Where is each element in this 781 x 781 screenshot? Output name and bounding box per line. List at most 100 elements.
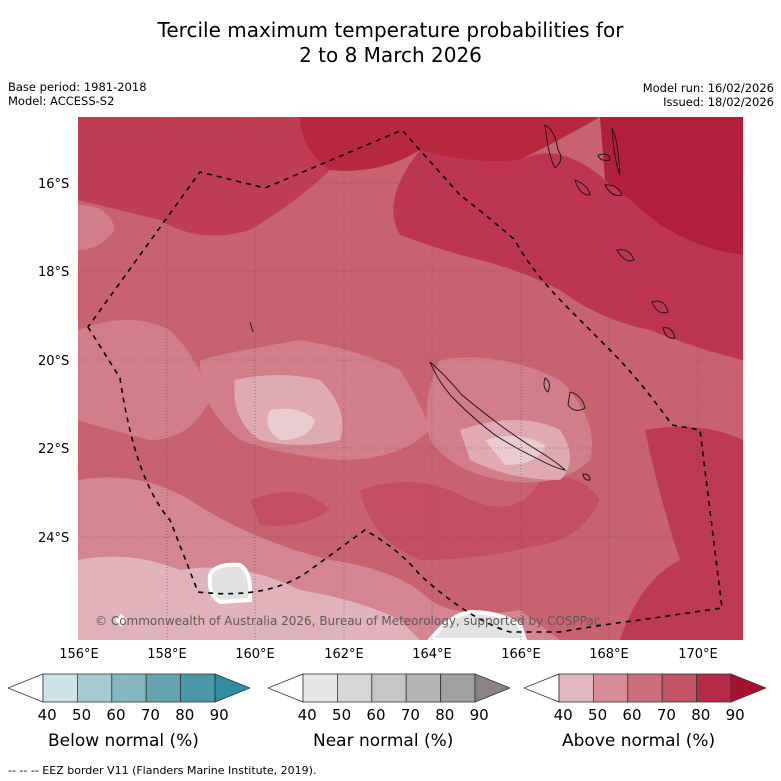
shade-40-center (267, 408, 315, 440)
cb-tick: 90 (469, 706, 489, 724)
meta-left: Base period: 1981-2018 Model: ACCESS-S2 (8, 80, 147, 108)
latitude-axis: 16°S 18°S 20°S 22°S 24°S (38, 177, 69, 546)
lat-label: 18°S (38, 265, 69, 280)
longitude-axis: 156°E 158°E 160°E 162°E 164°E 166°E 168°… (59, 647, 718, 662)
cb-tick: 80 (175, 706, 195, 724)
lon-label: 162°E (324, 647, 364, 662)
cb-tick: 60 (366, 706, 386, 724)
cb0-seg (214, 673, 250, 703)
lon-label: 170°E (678, 647, 718, 662)
white-marker (115, 614, 127, 627)
shade-60-w (78, 320, 210, 440)
cb-tick: 50 (72, 706, 92, 724)
cb0-seg (42, 673, 78, 703)
cb-tick: 40 (37, 706, 57, 724)
lat-label: 24°S (38, 531, 69, 546)
new-caledonia-coast (429, 361, 567, 471)
lon-label: 158°E (147, 647, 187, 662)
lon-label: 168°E (589, 647, 629, 662)
lon-label: 160°E (235, 647, 275, 662)
colorbar-above-normal (524, 670, 766, 706)
probability-field (78, 117, 743, 640)
shade-60-far-w (78, 205, 115, 250)
cb0-seg (180, 673, 216, 703)
colorbar-above-svg (524, 673, 766, 703)
lat-label: 16°S (38, 177, 69, 192)
loyalty-island-1 (543, 377, 550, 393)
cb0-seg (145, 673, 181, 703)
colorbar-below-title: Below normal (%) (48, 731, 199, 751)
cb-tick: 80 (691, 706, 711, 724)
reef-mark (249, 321, 254, 333)
cb-tick: 50 (332, 706, 352, 724)
copyright-credit: © Commonwealth of Australia 2026, Bureau… (95, 614, 601, 628)
cb-tick: 50 (588, 706, 608, 724)
colorbar-near-title: Near normal (%) (313, 731, 454, 751)
eez-legend-note: -- -- -- EEZ border V11 (Flanders Marine… (8, 764, 317, 777)
cb1-seg (337, 673, 373, 703)
cb2-seg (627, 673, 663, 703)
vanuatu-epi (604, 184, 623, 196)
vanuatu-tanna (662, 327, 676, 339)
vanuatu-malakula (574, 179, 591, 196)
cb2-seg (661, 673, 697, 703)
cb-tick: 40 (297, 706, 317, 724)
model-name: Model: ACCESS-S2 (8, 94, 115, 108)
cb-tick: 80 (435, 706, 455, 724)
colorbar-above-ticks: 40 50 60 70 80 90 (546, 706, 752, 724)
cb2-seg (593, 673, 629, 703)
issued-date: Issued: 18/02/2026 (663, 95, 774, 109)
shade-high-ne (600, 117, 743, 255)
shade-70-s (360, 477, 600, 560)
cb1-seg (474, 673, 510, 703)
chart-title: Tercile maximum temperature probabilitie… (0, 18, 781, 68)
model-run: Model run: 16/02/2026 (642, 81, 774, 95)
isle-of-pines-coast (582, 473, 591, 481)
vanuatu-efate (616, 249, 635, 262)
cb2-seg (696, 673, 732, 703)
coastlines (249, 124, 676, 481)
vanuatu-island-1 (597, 153, 611, 161)
vanuatu-espiritu-santo (544, 124, 562, 169)
cb-tick: 70 (140, 706, 160, 724)
cb-tick: 60 (622, 706, 642, 724)
colorbar-below-ticks: 40 50 60 70 80 90 (30, 706, 236, 724)
meta-right: Model run: 16/02/2026 Issued: 18/02/2026 (643, 81, 774, 109)
cb1-seg (302, 673, 338, 703)
shade-70-se (620, 426, 743, 640)
colorbar-near-normal (268, 670, 510, 706)
colorbar-below-svg (8, 673, 250, 703)
cb-tick: 70 (400, 706, 420, 724)
vanuatu-pentecost (611, 127, 621, 176)
lon-label: 164°E (412, 647, 452, 662)
loyalty-island-2 (567, 391, 586, 411)
cb0-seg (111, 673, 147, 703)
shade-70-sw (250, 492, 330, 526)
shade-70-ne (393, 150, 743, 360)
cb1-seg (371, 673, 407, 703)
lat-label: 20°S (38, 354, 69, 369)
lat-label: 22°S (38, 442, 69, 457)
base-period: Base period: 1981-2018 (8, 80, 147, 94)
cb-tick: 60 (106, 706, 126, 724)
vanuatu-erromango (651, 300, 669, 314)
lon-label: 156°E (59, 647, 99, 662)
colorbar-near-ticks: 40 50 60 70 80 90 (290, 706, 496, 724)
colorbar-above-title: Above normal (%) (562, 731, 716, 751)
shade-40-east (485, 436, 545, 465)
cb0-seg (77, 673, 113, 703)
colorbar-below-normal (8, 670, 250, 706)
cb2-seg (558, 673, 594, 703)
eez-border (87, 129, 723, 633)
cb1-seg (440, 673, 476, 703)
cb1-seg (268, 673, 304, 703)
title-line-1: Tercile maximum temperature probabilitie… (157, 18, 624, 42)
title-line-2: 2 to 8 March 2026 (299, 43, 482, 67)
cb-tick: 90 (725, 706, 745, 724)
cb2-seg (524, 673, 560, 703)
cb1-seg (405, 673, 441, 703)
gridlines (78, 117, 743, 640)
cb-tick: 70 (656, 706, 676, 724)
near-normal-patch-sw (207, 562, 253, 605)
